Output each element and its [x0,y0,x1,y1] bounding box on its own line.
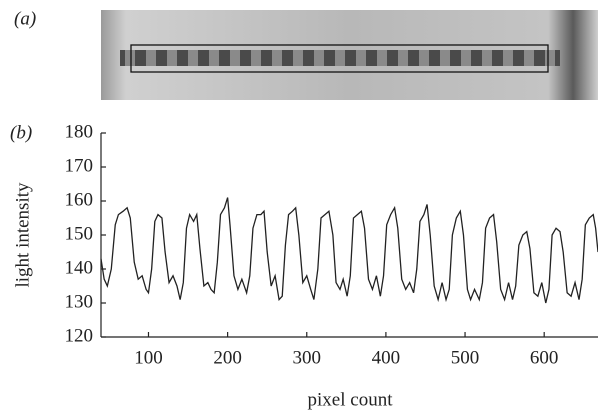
fiber [120,50,560,66]
x-tick-label: 300 [293,347,322,368]
x-tick-label: 200 [213,347,242,368]
selection-box [130,44,549,73]
y-tick-label: 160 [65,189,94,210]
data-line [100,197,598,304]
y-tick-label: 180 [65,121,94,142]
x-tick-label: 400 [372,347,401,368]
x-tick-label: 500 [451,347,480,368]
x-tick-label: 600 [530,347,559,368]
y-tick-label: 150 [65,223,94,244]
panel-label: (a) [14,8,36,29]
y-tick-label: 120 [65,325,94,346]
y-tick-label: 130 [65,291,94,312]
y-axis-label: light intensity [12,182,33,288]
x-tick-label: 100 [134,347,163,368]
panel-label: (b) [10,122,32,143]
y-tick-label: 140 [65,257,94,278]
x-axis-label: pixel count [308,389,394,410]
y-tick-label: 170 [65,155,94,176]
